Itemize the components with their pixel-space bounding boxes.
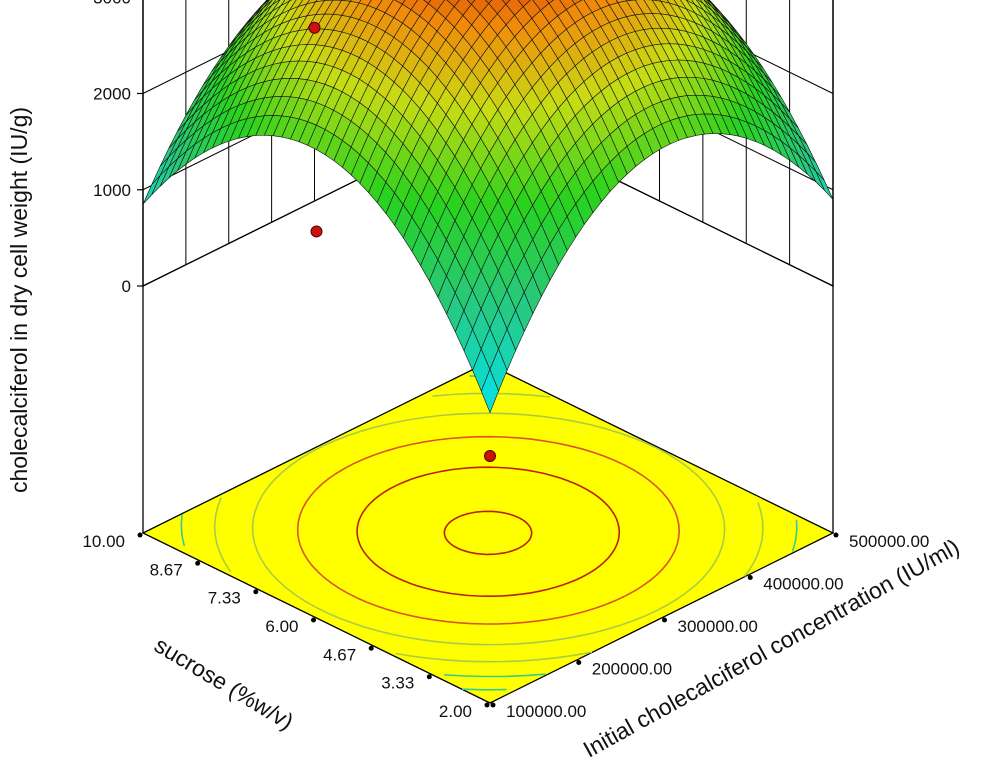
contour-line xyxy=(213,497,232,573)
y-tick-label: 10.00 xyxy=(82,532,125,551)
design-point xyxy=(310,225,323,238)
surface-cell xyxy=(546,0,555,4)
y-tick-label: 6.00 xyxy=(265,617,298,636)
x-tick-label: 500000.00 xyxy=(849,532,929,551)
contour-line xyxy=(443,510,533,556)
x-tick-label: 300000.00 xyxy=(678,617,758,636)
z-tick-label: 3000 xyxy=(93,0,131,7)
surface-cell xyxy=(484,0,493,5)
y-tick-label: 2.00 xyxy=(439,702,472,721)
y-tick xyxy=(253,589,259,595)
surface-cell xyxy=(501,0,511,5)
design-points xyxy=(308,21,496,462)
contour-line xyxy=(791,519,798,552)
x-tick-label: 200000.00 xyxy=(592,660,672,679)
y-tick xyxy=(426,674,432,680)
contour-line xyxy=(743,502,764,577)
y-tick xyxy=(311,617,316,623)
y-tick xyxy=(137,532,143,538)
contour-line xyxy=(180,514,186,547)
y-axis-title: sucrose (%w/v) xyxy=(150,632,298,735)
x-tick xyxy=(833,532,839,538)
contour-line xyxy=(251,412,726,646)
x-tick-label: 400000.00 xyxy=(763,575,843,594)
contour-line xyxy=(462,688,507,691)
contour-line xyxy=(395,651,593,663)
x-tick xyxy=(662,617,667,623)
z-tick-label: 1000 xyxy=(93,181,131,200)
z-tick-label: 2000 xyxy=(93,85,131,104)
surface-cell xyxy=(422,0,432,4)
floor-contours xyxy=(180,375,798,691)
contour-line xyxy=(444,673,546,678)
surface-mesh xyxy=(142,0,834,414)
x-tick-label: 100000.00 xyxy=(506,702,586,721)
surface-cell xyxy=(480,368,499,414)
tick-labels: 010002000300040002.003.334.676.007.338.6… xyxy=(82,0,929,721)
x-tick xyxy=(747,575,753,580)
axes xyxy=(137,92,839,708)
x-tick xyxy=(576,660,582,665)
design-point xyxy=(308,21,321,34)
y-tick-label: 3.33 xyxy=(381,674,414,693)
z-tick-label: 0 xyxy=(122,277,131,296)
x-tick xyxy=(490,702,496,708)
y-tick xyxy=(368,645,374,651)
y-tick xyxy=(195,560,201,566)
surface-cell xyxy=(466,0,476,5)
y-tick-label: 7.33 xyxy=(208,589,241,608)
contour-line xyxy=(356,466,621,598)
y-tick-label: 4.67 xyxy=(323,645,356,664)
contour-line xyxy=(296,435,681,625)
z-axis-title: cholecalciferol in dry cell weight (IU/g… xyxy=(6,107,32,493)
design-point xyxy=(484,450,496,462)
y-tick-label: 8.67 xyxy=(150,560,183,579)
y-tick xyxy=(484,702,490,708)
